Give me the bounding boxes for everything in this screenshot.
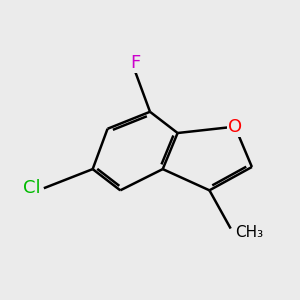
- Text: F: F: [130, 54, 140, 72]
- Text: CH₃: CH₃: [235, 225, 263, 240]
- Text: O: O: [228, 118, 242, 136]
- Text: Cl: Cl: [23, 179, 41, 197]
